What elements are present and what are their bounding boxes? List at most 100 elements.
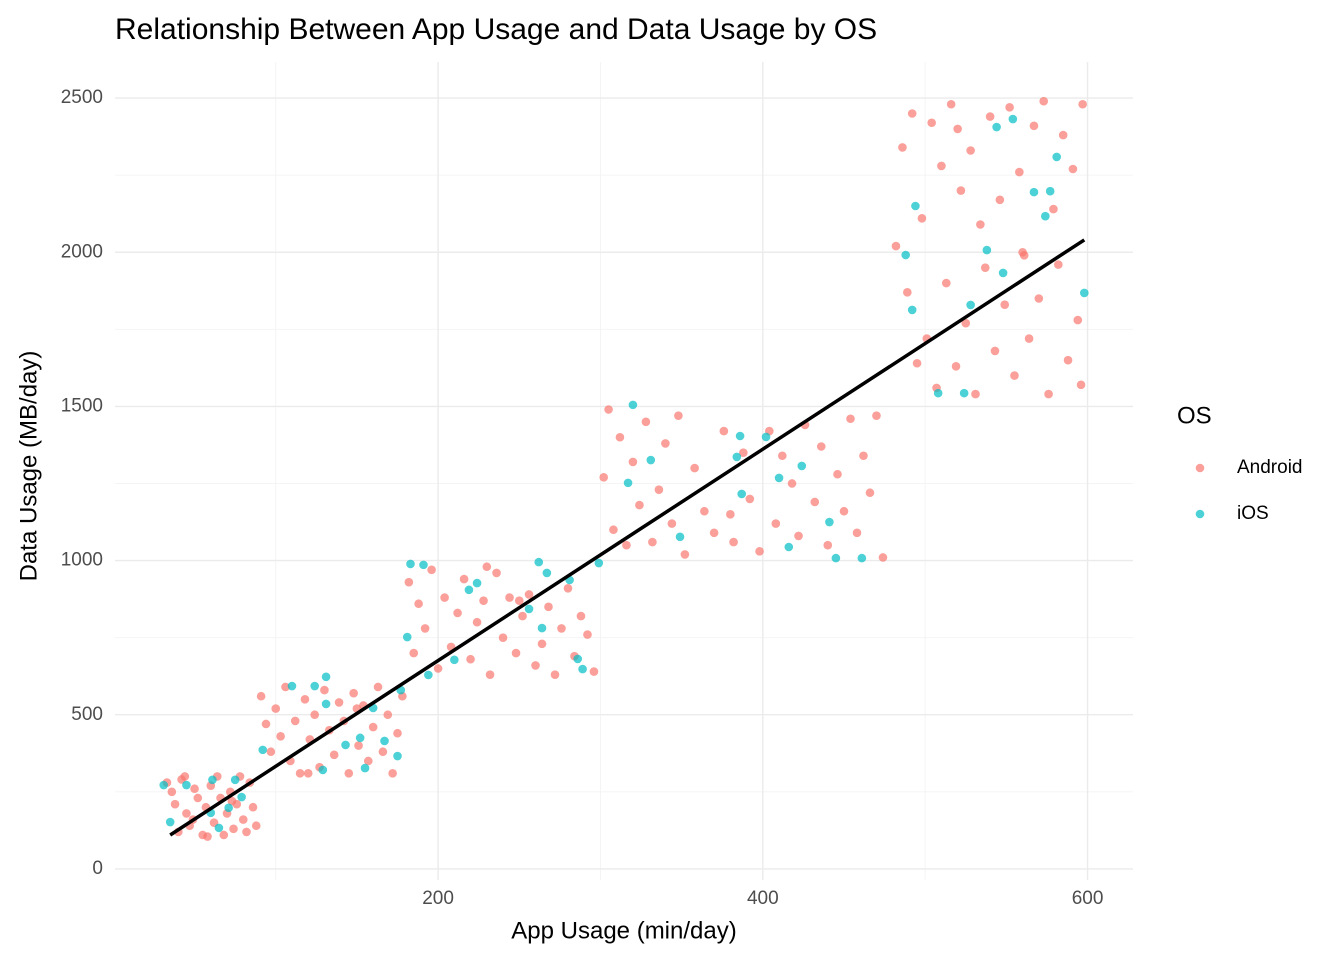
point [1018, 247, 1027, 257]
point [479, 596, 488, 605]
x-tick-label: 200 [422, 888, 454, 909]
point [334, 698, 344, 707]
point [956, 186, 966, 195]
point [363, 756, 373, 766]
point [635, 500, 644, 510]
point [258, 745, 268, 755]
point [354, 741, 363, 750]
point [341, 740, 350, 750]
point [1079, 288, 1089, 298]
point [472, 617, 482, 627]
point [933, 388, 943, 398]
point [1008, 114, 1018, 124]
point [1052, 152, 1061, 162]
point [518, 611, 527, 621]
point [794, 531, 803, 541]
point [393, 728, 402, 738]
point [729, 537, 738, 547]
point [998, 268, 1008, 278]
point [953, 124, 962, 134]
x-tick-label: 600 [1072, 888, 1104, 909]
point [531, 661, 540, 670]
point [912, 358, 922, 368]
point [623, 478, 633, 488]
point [261, 719, 271, 729]
point [466, 654, 475, 664]
point [907, 109, 917, 118]
point [219, 830, 229, 840]
legend-marker [1195, 463, 1205, 473]
y-tick-label: 1000 [61, 550, 103, 571]
point [1068, 164, 1078, 174]
point [402, 632, 412, 642]
point [823, 540, 833, 550]
point [180, 772, 190, 781]
point [318, 765, 328, 775]
chart-title: Relationship Between App Usage and Data … [115, 13, 877, 46]
point [680, 550, 690, 559]
point [816, 442, 826, 451]
point [349, 688, 358, 698]
point [946, 99, 956, 109]
point [248, 802, 258, 812]
point [937, 161, 946, 171]
point [537, 639, 547, 649]
point [266, 747, 276, 757]
point [1000, 300, 1010, 309]
point [459, 574, 469, 584]
point [492, 568, 501, 578]
point [599, 473, 609, 482]
point [709, 528, 719, 538]
point [690, 463, 699, 473]
legend-label: Android [1237, 457, 1303, 478]
point [674, 411, 683, 420]
point [159, 780, 169, 790]
point [787, 479, 797, 488]
point [726, 510, 735, 519]
point [628, 400, 638, 410]
point [271, 704, 281, 713]
point [980, 263, 990, 272]
point [891, 241, 901, 251]
point [310, 710, 320, 720]
point [383, 710, 393, 720]
trend-line [169, 238, 1086, 837]
point [419, 560, 428, 570]
point [1054, 260, 1063, 269]
point [550, 670, 560, 679]
point [1049, 204, 1058, 214]
point [778, 451, 787, 461]
point [281, 682, 290, 692]
point [287, 681, 297, 691]
point [583, 630, 592, 639]
point [865, 488, 875, 498]
point [589, 667, 599, 676]
point [1024, 334, 1034, 343]
point [190, 784, 199, 794]
point [898, 143, 907, 152]
point [542, 568, 552, 578]
point [675, 532, 685, 542]
point [911, 201, 920, 211]
point [797, 461, 807, 471]
point [420, 624, 430, 633]
point [368, 722, 378, 732]
point [833, 469, 842, 479]
point [450, 655, 459, 665]
point [609, 525, 618, 535]
point [917, 214, 927, 223]
point [440, 593, 449, 602]
point [229, 824, 238, 834]
point [498, 633, 508, 642]
point [985, 112, 995, 121]
point [237, 792, 246, 802]
point [604, 405, 613, 414]
point [1034, 294, 1044, 303]
point [1039, 96, 1049, 106]
point [961, 318, 971, 328]
point [745, 494, 755, 504]
point [1076, 380, 1086, 390]
legend-marker [1195, 509, 1205, 519]
point [310, 681, 320, 691]
